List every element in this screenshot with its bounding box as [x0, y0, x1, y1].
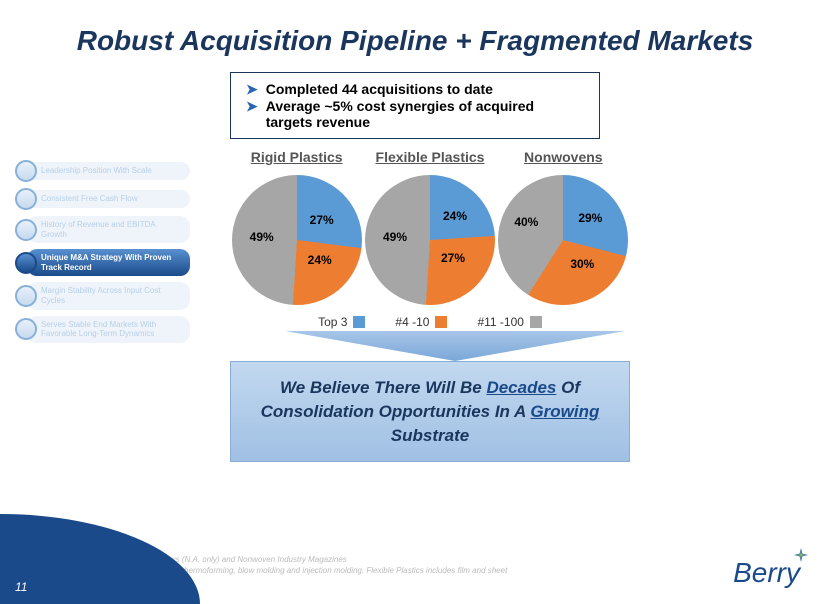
chart-title: Nonwovens — [497, 149, 630, 165]
chart-column: Flexible Plastics 24% 27% 49% — [363, 149, 496, 305]
bullet-box: ➤ Completed 44 acquisitions to date ➤ Av… — [230, 72, 600, 139]
pie-slice-label: 27% — [441, 251, 465, 265]
legend-label: #4 -10 — [395, 315, 429, 329]
pie-chart: 29% 30% 40% — [498, 175, 628, 305]
nav-circle-icon — [15, 318, 37, 340]
chart-column: Nonwovens 29% 30% 40% — [497, 149, 630, 305]
arrow-down-shape — [285, 331, 625, 361]
legend-item: #4 -10 — [395, 315, 447, 329]
legend-swatch — [435, 316, 447, 328]
legend-row: Top 3 #4 -10 #11 -100 — [230, 315, 630, 329]
nav-label: Serves Stable End Markets With Favorable… — [27, 316, 190, 343]
nav-label: Consistent Free Cash Flow — [27, 190, 190, 208]
berry-logo: Berry — [733, 557, 800, 589]
pie-slice-label: 24% — [443, 209, 467, 223]
bullet-arrow-icon: ➤ — [246, 98, 258, 115]
pie-slice-label: 24% — [308, 253, 332, 267]
nav-label: Margin Stability Across Input Cost Cycle… — [27, 282, 190, 309]
nav-label: History of Revenue and EBITDA Growth — [27, 216, 190, 243]
nav-item[interactable]: Margin Stability Across Input Cost Cycle… — [15, 282, 190, 309]
callout-text: We Believe There Will Be — [280, 378, 486, 397]
pie-slice-label: 30% — [570, 257, 594, 271]
callout-underline: Growing — [530, 402, 599, 421]
logo-text: Berry — [733, 557, 800, 588]
bullet-text: Average ~5% cost synergies of acquired t… — [266, 98, 584, 130]
nav-circle-icon — [15, 219, 37, 241]
page-number: 11 — [15, 580, 27, 594]
bullet-item: ➤ Average ~5% cost synergies of acquired… — [246, 98, 584, 130]
charts-row: Rigid Plastics27%24%49%Flexible Plastics… — [230, 149, 630, 305]
pie-slice-label: 49% — [383, 230, 407, 244]
nav-label: Unique M&A Strategy With Proven Track Re… — [27, 249, 190, 276]
legend-swatch — [530, 316, 542, 328]
callout-underline: Decades — [486, 378, 556, 397]
nav-item[interactable]: Unique M&A Strategy With Proven Track Re… — [15, 249, 190, 276]
logo-star-icon — [794, 548, 808, 562]
pie-chart: 27% 24% 49% — [232, 175, 362, 305]
chart-column: Rigid Plastics 27% 24% 49% — [230, 149, 363, 305]
side-nav: Leadership Position With Scale Consistent… — [15, 160, 190, 349]
pie-chart: 24% 27% 49% — [365, 175, 495, 305]
bullet-text: Completed 44 acquisitions to date — [266, 81, 493, 97]
nav-item[interactable]: History of Revenue and EBITDA Growth — [15, 216, 190, 243]
nav-circle-icon — [15, 252, 37, 274]
nav-circle-icon — [15, 160, 37, 182]
legend-label: Top 3 — [318, 315, 347, 329]
slide-title: Robust Acquisition Pipeline + Fragmented… — [0, 0, 830, 67]
corner-shape — [0, 514, 200, 604]
legend-item: #11 -100 — [477, 315, 541, 329]
nav-circle-icon — [15, 188, 37, 210]
legend-swatch — [353, 316, 365, 328]
nav-item[interactable]: Consistent Free Cash Flow — [15, 188, 190, 210]
callout-box: We Believe There Will Be Decades Of Cons… — [230, 361, 630, 462]
bullet-arrow-icon: ➤ — [246, 81, 258, 98]
nav-item[interactable]: Serves Stable End Markets With Favorable… — [15, 316, 190, 343]
chart-title: Flexible Plastics — [363, 149, 496, 165]
pie-slice-label: 49% — [250, 230, 274, 244]
pie-slice-label: 29% — [578, 211, 602, 225]
legend-item: Top 3 — [318, 315, 365, 329]
callout-text: Substrate — [391, 426, 469, 445]
legend-label: #11 -100 — [477, 315, 523, 329]
chart-title: Rigid Plastics — [230, 149, 363, 165]
bullet-item: ➤ Completed 44 acquisitions to date — [246, 81, 584, 98]
pie-slice-label: 27% — [310, 213, 334, 227]
nav-label: Leadership Position With Scale — [27, 162, 190, 180]
pie-slice-label: 40% — [514, 215, 538, 229]
nav-item[interactable]: Leadership Position With Scale — [15, 160, 190, 182]
nav-circle-icon — [15, 285, 37, 307]
